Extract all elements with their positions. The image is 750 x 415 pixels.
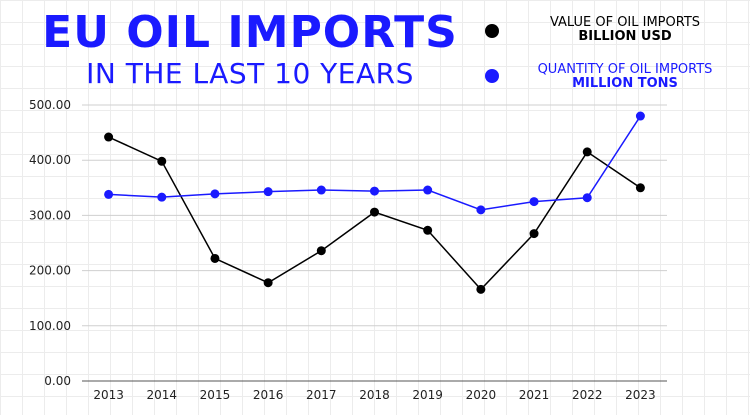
chart-title: EU OIL IMPORTS (42, 7, 458, 58)
x-tick-label: 2021 (519, 388, 550, 402)
x-tick-label: 2015 (200, 388, 231, 402)
data-point-series-0 (423, 225, 433, 235)
y-tick-label: 500.00 (29, 98, 71, 112)
x-tick-label: 2013 (93, 388, 124, 402)
data-point-series-0 (157, 156, 167, 166)
data-point-series-0 (529, 229, 539, 239)
data-point-series-0 (104, 132, 114, 142)
data-point-series-1 (263, 187, 273, 197)
data-point-series-1 (423, 185, 433, 195)
data-point-series-1 (582, 193, 592, 203)
legend-value-line1: VALUE OF OIL IMPORTS (549, 15, 701, 30)
data-point-series-0 (210, 253, 220, 263)
data-point-series-1 (476, 205, 486, 215)
y-tick-label: 300.00 (29, 208, 71, 222)
chart-subtitle: IN THE LAST 10 YEARS (86, 57, 414, 90)
legend-quantity-line2: MILLION TONS (572, 76, 678, 91)
data-point-series-1 (529, 197, 539, 207)
x-tick-label: 2017 (306, 388, 337, 402)
data-point-series-1 (635, 111, 645, 121)
data-point-series-0 (316, 246, 326, 256)
data-point-series-0 (635, 183, 645, 193)
x-tick-label: 2020 (466, 388, 497, 402)
legend-label-quantity: QUANTITY OF OIL IMPORTS MILLION TONS (511, 63, 739, 91)
data-point-series-0 (476, 284, 486, 294)
legend-quantity-line1: QUANTITY OF OIL IMPORTS (537, 62, 713, 77)
x-tick-label: 2016 (253, 388, 284, 402)
data-point-series-0 (370, 207, 379, 217)
chart-title-block: EU OIL IMPORTS IN THE LAST 10 YEARS (35, 8, 465, 90)
data-point-series-1 (370, 186, 379, 196)
series-line-1 (108, 115, 642, 211)
legend-label-value: VALUE OF OIL IMPORTS BILLION USD (511, 16, 739, 44)
data-point-series-0 (582, 147, 592, 157)
x-tick-label: 2022 (572, 388, 603, 402)
y-tick-label: 200.00 (29, 264, 71, 278)
y-tick-label: 0.00 (44, 374, 71, 388)
x-tick-label: 2023 (625, 388, 656, 402)
legend-value-line2: BILLION USD (578, 29, 672, 44)
x-tick-label: 2014 (146, 388, 177, 402)
data-point-series-1 (210, 189, 220, 199)
data-point-series-1 (316, 185, 326, 195)
data-point-series-1 (104, 189, 114, 199)
y-tick-label: 100.00 (29, 319, 71, 333)
legend-marker-quantity (485, 69, 499, 83)
data-point-series-1 (157, 192, 167, 202)
x-tick-label: 2019 (412, 388, 443, 402)
legend-marker-value (485, 24, 499, 38)
x-tick-label: 2018 (359, 388, 390, 402)
y-tick-label: 400.00 (29, 153, 71, 167)
data-point-series-0 (263, 278, 273, 288)
